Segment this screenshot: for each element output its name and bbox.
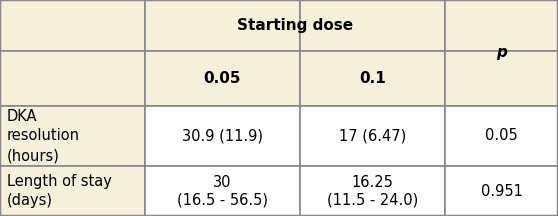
Bar: [145, 51, 300, 106]
Bar: [145, 106, 300, 166]
Bar: [445, 0, 558, 51]
Bar: [300, 51, 445, 106]
Bar: [145, 0, 300, 51]
Bar: [445, 51, 558, 106]
Text: 0.05: 0.05: [204, 71, 241, 86]
Text: 0.951: 0.951: [480, 184, 522, 199]
Bar: [0, 0, 145, 51]
Bar: [0, 166, 145, 216]
Text: 0.1: 0.1: [359, 71, 386, 86]
Text: DKA
resolution
(hours): DKA resolution (hours): [7, 109, 80, 163]
Bar: [300, 166, 445, 216]
Text: 0.05: 0.05: [485, 129, 518, 143]
Text: Starting dose: Starting dose: [237, 18, 353, 33]
Bar: [145, 166, 300, 216]
Text: 17 (6.47): 17 (6.47): [339, 129, 406, 143]
Text: Length of stay
(days): Length of stay (days): [7, 174, 112, 208]
Bar: [445, 166, 558, 216]
Bar: [0, 51, 145, 106]
Bar: [0, 106, 145, 166]
Text: p: p: [496, 46, 507, 60]
Text: 16.25
(11.5 - 24.0): 16.25 (11.5 - 24.0): [327, 175, 418, 207]
Text: 30
(16.5 - 56.5): 30 (16.5 - 56.5): [177, 175, 268, 207]
Bar: [300, 0, 445, 51]
Bar: [300, 106, 445, 166]
Bar: [445, 106, 558, 166]
Text: 30.9 (11.9): 30.9 (11.9): [182, 129, 263, 143]
